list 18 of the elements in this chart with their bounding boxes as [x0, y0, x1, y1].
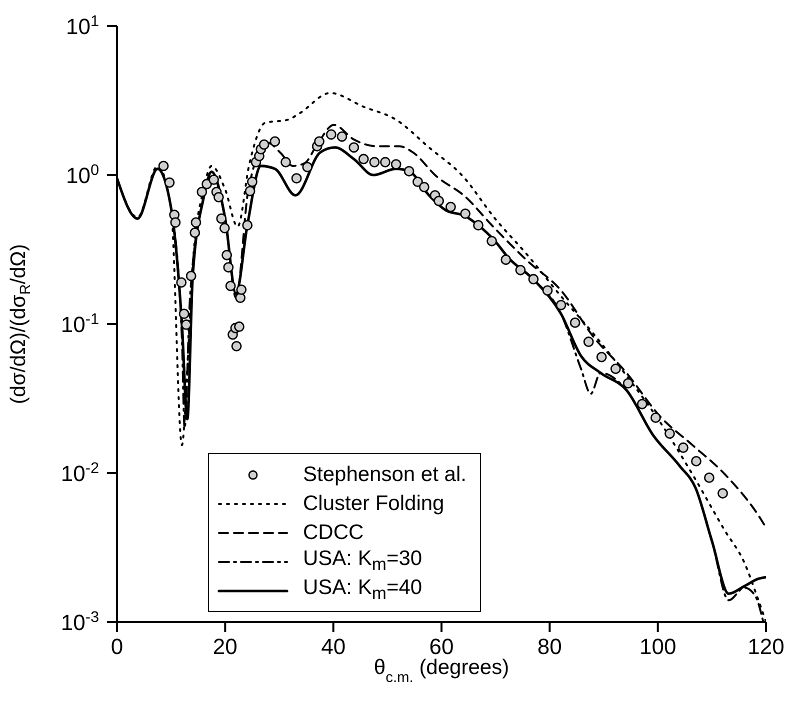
y-tick-label: 10$^{0}$	[66, 162, 99, 188]
legend-label: Stephenson et al.	[303, 462, 466, 486]
x-tick-label: 0	[110, 634, 124, 659]
y-tick-label: 10$^{-1}$	[60, 310, 99, 337]
y-tick-label: 10$^{-2}$	[60, 460, 99, 486]
legend-label: USA: K$_{m}$=40	[303, 576, 422, 605]
x-tick-label: 80	[537, 634, 562, 659]
x-tick-label: 100	[639, 634, 676, 659]
x-axis-title: θ$_{c.m.}$ (degrees)	[374, 656, 510, 686]
legend-label: Cluster Folding	[303, 492, 444, 516]
x-tick-label: 120	[748, 634, 784, 659]
y-tick-label: 10$^{-3}$	[60, 608, 99, 635]
x-tick-label: 60	[429, 634, 454, 659]
legend-label: CDCC	[303, 520, 364, 544]
y-tick-label: 10$^{1}$	[66, 12, 99, 39]
x-tick-label: 40	[321, 634, 346, 659]
legend-label: USA: K$_{m}$=30	[303, 547, 422, 576]
x-tick-label: 20	[212, 634, 238, 659]
